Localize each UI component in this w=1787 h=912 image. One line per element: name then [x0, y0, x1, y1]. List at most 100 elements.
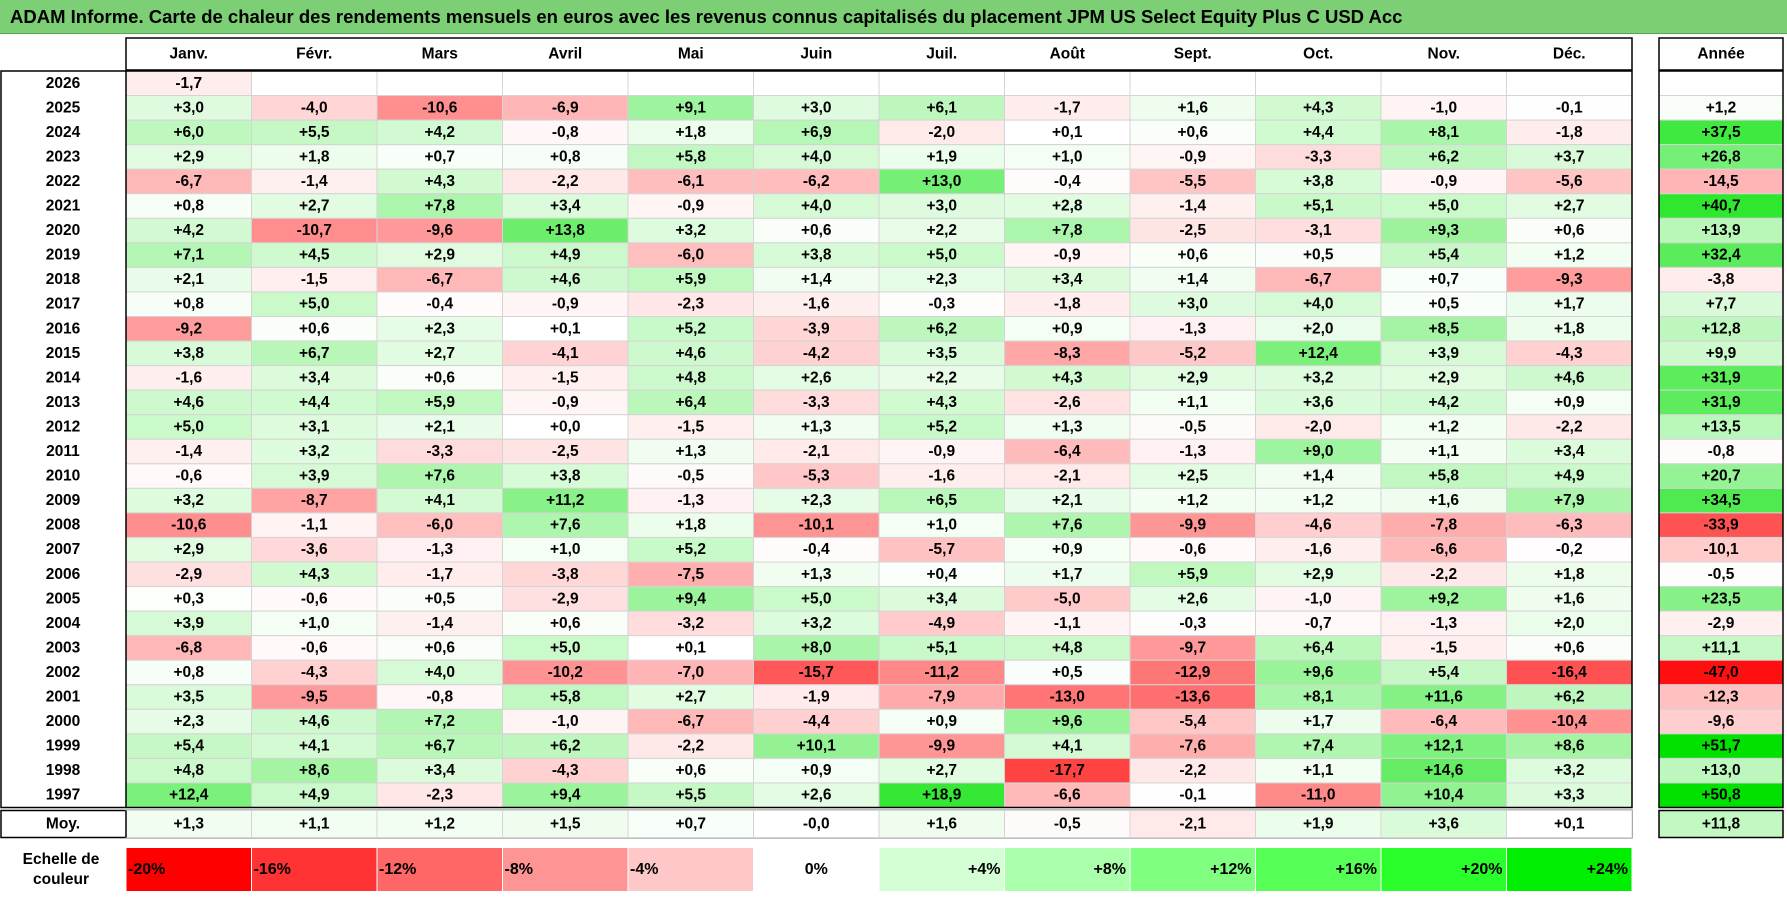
average-annual-cell: [1658, 809, 1784, 839]
cell-value: +4,9: [299, 787, 330, 804]
cell-value: -5,2: [1179, 345, 1206, 362]
cell-value: +18,9: [922, 787, 962, 804]
cell-value: +4,1: [424, 492, 455, 509]
heatmap-cell: [878, 266, 1005, 293]
annual-value: +26,8: [1701, 148, 1741, 165]
cell-value: +4,8: [173, 762, 204, 779]
cell-value: +1,0: [1052, 148, 1083, 165]
cell-value: -6,2: [803, 173, 830, 190]
cell-value: -2,9: [175, 566, 202, 583]
cell-value: +1,7: [1303, 713, 1334, 730]
heatmap-cell: [1255, 487, 1382, 514]
heatmap-cell: [878, 708, 1005, 735]
cell-value: -0,7: [1305, 615, 1332, 632]
annual-value: +31,9: [1701, 369, 1741, 386]
average-cell: [251, 810, 378, 838]
cell-value: +3,2: [1554, 762, 1585, 779]
heatmap-cell: [1004, 242, 1131, 268]
cell-value: -17,7: [1050, 762, 1085, 779]
heatmap-cell: [502, 70, 629, 97]
scale-swatch: [1004, 847, 1131, 892]
cell-value: -6,7: [175, 173, 202, 190]
heatmap-cell: [1255, 119, 1382, 146]
heatmap-cell: [1506, 512, 1633, 538]
heatmap-cell: [1004, 70, 1131, 97]
cell-value: +0,6: [801, 222, 832, 239]
heatmap-cell: [1255, 561, 1382, 588]
cell-value: -0,6: [301, 639, 328, 656]
cell-value: -6,7: [1305, 271, 1332, 288]
cell-value: +2,9: [173, 541, 204, 558]
year-label: 2002: [46, 664, 80, 681]
cell-value: -0,5: [1179, 418, 1206, 435]
cell-value: +12,4: [1299, 345, 1339, 362]
heatmap-cell: [1129, 389, 1256, 416]
cell-value: -6,6: [1054, 787, 1081, 804]
cell-value: -1,4: [301, 173, 328, 190]
heatmap-cell: [502, 119, 629, 146]
cell-value: -11,2: [925, 664, 959, 681]
heatmap-cell: [1004, 266, 1131, 293]
year-label: 2026: [46, 75, 81, 92]
heatmap-cell: [753, 70, 880, 97]
cell-value: +6,5: [926, 492, 957, 509]
heatmap-cell: [1004, 610, 1131, 637]
average-cell: [1255, 810, 1382, 838]
cell-value: +4,3: [424, 173, 455, 190]
heatmap-cell: [1506, 119, 1633, 146]
cell-value: +3,4: [1554, 443, 1585, 460]
heatmap-cell: [251, 316, 378, 342]
month-header: Août: [1050, 46, 1085, 63]
average-value: +1,1: [299, 816, 330, 833]
cell-value: +3,9: [173, 615, 204, 632]
cell-value: +3,5: [926, 345, 957, 362]
annual-value: +32,4: [1701, 247, 1741, 264]
cell-value: -1,0: [552, 713, 579, 730]
annual-value: -12,3: [1703, 689, 1739, 706]
heatmap-cell: [502, 487, 629, 514]
average-value: -0,0: [803, 816, 830, 833]
cell-value: +4,6: [550, 271, 581, 288]
heatmap-cell: [878, 684, 1005, 710]
year-label: 2019: [46, 247, 81, 264]
annual-cell: [1658, 463, 1784, 489]
annual-value: -33,9: [1703, 517, 1739, 534]
heatmap-cell: [251, 242, 378, 268]
cell-value: +2,7: [424, 345, 455, 362]
cell-value: -5,7: [928, 541, 955, 558]
cell-value: +2,6: [1177, 590, 1208, 607]
cell-value: +5,0: [801, 590, 832, 607]
cell-value: +0,5: [1428, 296, 1459, 313]
heatmap-cell: [125, 757, 252, 784]
annual-value: +11,1: [1702, 639, 1741, 656]
cell-value: +3,2: [1303, 369, 1334, 386]
cell-value: +2,1: [424, 418, 455, 435]
cell-value: -16,4: [1552, 664, 1588, 681]
heatmap-cell: [376, 242, 503, 268]
cell-value: +1,1: [1303, 762, 1334, 779]
annual-value: +1,2: [1706, 99, 1737, 116]
cell-value: -4,3: [1556, 345, 1583, 362]
cell-value: +3,6: [1303, 394, 1334, 411]
heatmap-cell: [125, 144, 252, 170]
heatmap-cell: [1380, 193, 1507, 219]
heatmap-cell: [251, 684, 378, 710]
cell-value: +4,0: [801, 198, 832, 215]
heatmap-cell: [1380, 365, 1507, 391]
heatmap-cell: [376, 266, 503, 293]
cell-value: +2,8: [1052, 198, 1083, 215]
heatmap-cell: [125, 487, 252, 514]
cell-value: +5,8: [675, 148, 706, 165]
scale-label-value: +16%: [1336, 861, 1377, 878]
cell-value: -10,6: [171, 517, 207, 534]
heatmap-cell: [251, 389, 378, 416]
cell-value: +0,9: [1554, 394, 1585, 411]
heatmap-cell: [376, 340, 503, 367]
cell-value: +0,8: [173, 664, 204, 681]
heatmap-cell: [1129, 340, 1256, 367]
average-value: +1,5: [550, 816, 581, 833]
cell-value: +4,3: [1052, 369, 1083, 386]
cell-value: -9,2: [175, 320, 202, 337]
heatmap-cell: [251, 757, 378, 784]
year-label: 2011: [46, 443, 80, 460]
